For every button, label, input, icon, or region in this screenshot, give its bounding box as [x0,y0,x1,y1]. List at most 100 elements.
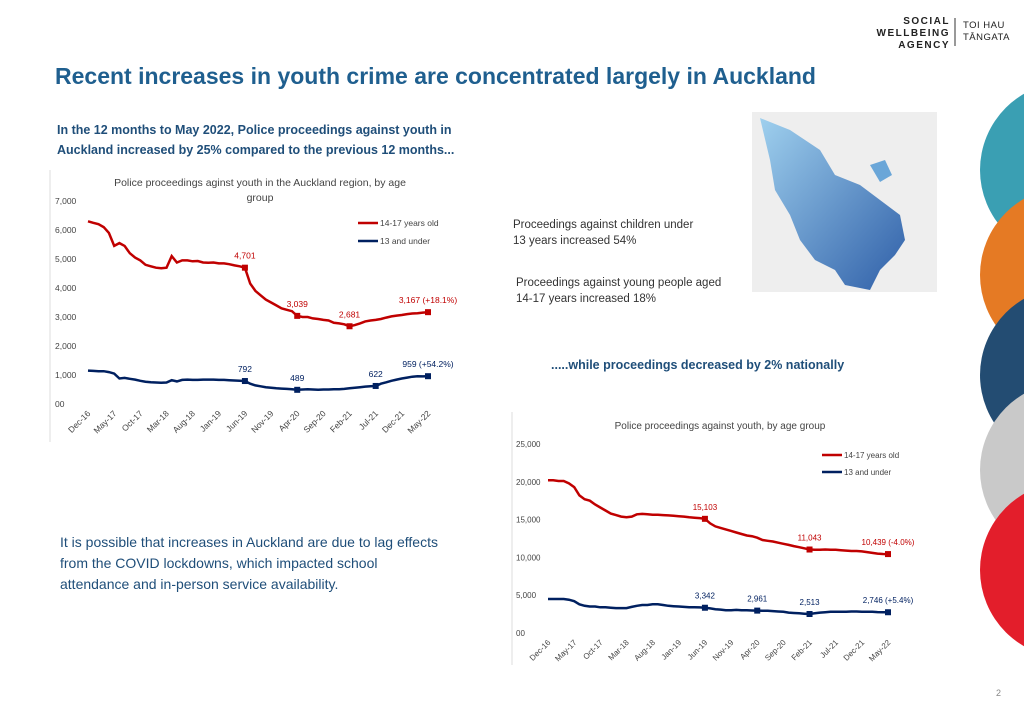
y-tick-label: 7,000 [55,196,77,206]
value-label: 15,103 [693,503,718,512]
chart-title: Police proceedings against youth, by age… [614,421,826,432]
y-tick-label: 1,000 [55,370,77,380]
x-tick-label: Dec-16 [528,638,553,663]
page-number: 2 [996,688,1002,698]
value-label: 4,701 [234,251,256,261]
x-tick-label: Aug-18 [171,408,198,435]
value-label: 2,681 [339,309,361,319]
logo-maori: TOI HAU TĀNGATA [963,20,1010,44]
intro: In the 12 months to May 2022, Police pro… [57,123,455,157]
x-tick-label: Jan-19 [198,408,224,434]
map [760,118,905,290]
series-line [548,479,889,556]
y-tick-label: 20,000 [516,478,541,487]
note: It is possible that increases in Aucklan… [60,534,438,592]
x-tick-label: May-17 [553,638,579,664]
x-tick-label: Oct-17 [581,638,605,662]
value-label: 11,043 [798,534,822,543]
x-tick-label: Dec-21 [842,638,867,663]
y-tick-label: 15,000 [516,516,541,525]
annotation: .....while proceedings decreased by 2% n… [551,358,845,372]
point-marker [425,373,431,380]
decor-circle [980,493,1024,647]
y-tick-label: 2,000 [55,341,77,351]
slide-title: Recent increases in youth crime are conc… [55,63,816,89]
value-label: 2,513 [800,598,821,607]
value-label: 3,167 (+18.1%) [399,295,458,305]
x-tick-label: Aug-18 [632,638,657,663]
legend-label: 14-17 years old [380,218,439,228]
value-label: 622 [369,369,383,379]
value-label: 792 [238,364,252,374]
point-marker [701,515,708,522]
value-label: 2,961 [747,595,768,604]
point-marker [294,386,301,393]
value-label: 2,746 (+5.4%) [863,596,914,605]
x-tick-label: Mar-18 [145,408,171,434]
series-line [548,597,888,616]
x-tick-label: Sep-20 [763,638,788,663]
x-tick-label: Jun-19 [224,408,250,434]
value-label: 3,039 [287,299,309,309]
y-tick-label: 00 [516,629,525,638]
x-tick-label: Jul-21 [357,408,381,432]
x-tick-label: Dec-16 [66,408,93,435]
point-marker [885,551,891,558]
x-tick-label: Apr-20 [277,408,302,433]
y-tick-label: 25,000 [516,440,541,449]
y-tick-label: 10,000 [516,553,541,562]
chart-title: Police proceedings aginst youth in the A… [114,177,406,204]
x-tick-label: Jul-21 [818,638,840,660]
x-tick-label: Jun-19 [686,638,710,662]
x-tick-label: May-22 [405,408,432,435]
x-tick-label: May-17 [91,408,118,435]
x-tick-label: Sep-20 [301,408,328,435]
legend-label: 13 and under [844,468,891,477]
y-tick-label: 5,000 [55,254,77,264]
x-tick-label: Apr-20 [738,638,762,662]
point-marker [754,607,761,614]
series-line [87,220,429,328]
value-label: 3,342 [695,592,716,601]
x-tick-label: Oct-17 [120,408,145,433]
point-marker [885,609,891,616]
point-marker [806,546,813,553]
value-label: 959 (+54.2%) [402,359,453,369]
x-tick-label: Feb-21 [790,638,815,663]
y-tick-label: 6,000 [55,225,77,235]
y-tick-label: 00 [55,399,65,409]
point-marker [425,309,431,316]
x-tick-label: Jan-19 [660,638,684,662]
logo-text: TĀNGATA [963,32,1010,43]
x-tick-label: Feb-21 [328,408,354,434]
series-line [87,369,429,392]
value-label: 10,439 (-4.0%) [862,538,915,547]
point-marker [346,323,353,330]
x-tick-label: Dec-21 [380,408,407,435]
annotation: Proceedings against children under 13 ye… [513,219,694,247]
annotation: Proceedings against young people aged 14… [516,277,722,305]
point-marker [241,378,248,385]
logo-text: TOI HAU [963,20,1005,31]
logo-text: AGENCY [898,40,950,51]
logo: SOCIAL WELLBEING AGENCY [877,16,951,52]
y-tick-label: 5,000 [516,591,537,600]
y-tick-label: 4,000 [55,283,77,293]
x-tick-label: May-22 [867,638,893,664]
logo-text: SOCIAL [903,16,950,27]
point-marker [294,312,301,319]
point-marker [806,611,813,618]
logo-text: WELLBEING [876,28,950,39]
map-island [870,160,892,182]
legend-label: 13 and under [380,236,430,246]
x-tick-label: Nov-19 [711,638,736,663]
point-marker [372,382,379,389]
value-label: 489 [290,373,304,383]
y-tick-label: 3,000 [55,312,77,322]
legend-label: 14-17 years old [844,451,899,460]
point-marker [241,264,248,271]
point-marker [701,604,708,611]
